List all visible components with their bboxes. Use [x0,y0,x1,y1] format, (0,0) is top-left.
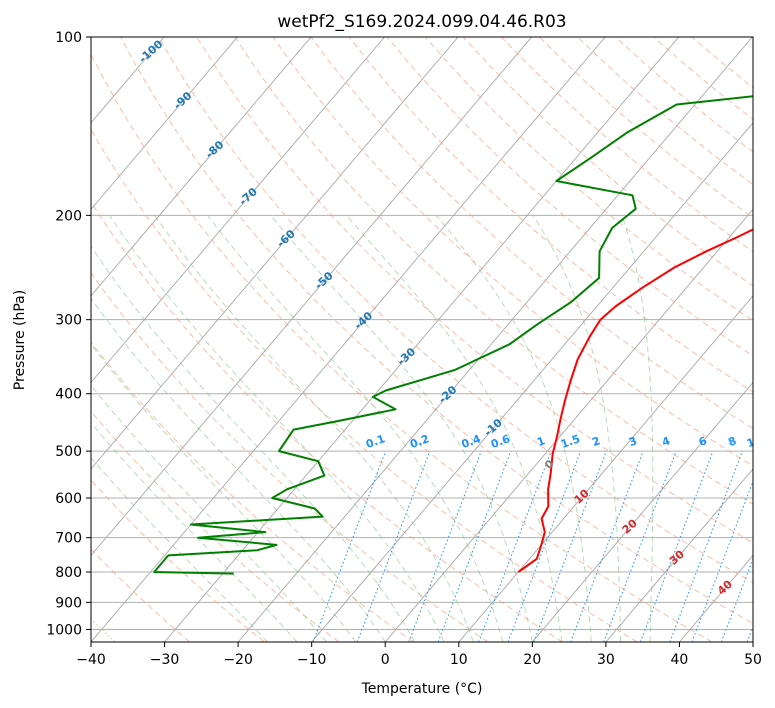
mixing-ratio-label: 1 [535,434,547,449]
mixing-ratio-line [570,450,644,642]
mixing-ratio-line [720,557,753,642]
dry-adiabat [310,37,753,430]
mixing-ratio-line [669,450,743,642]
isotherm-line [237,37,753,642]
dry-adiabat [91,52,713,642]
moist-adiabat [91,245,416,642]
y-tick-label: 500 [55,444,82,460]
y-tick-label: 900 [55,595,82,611]
isotherm-line [91,37,533,557]
isotherm-line [91,37,312,297]
x-tick-label: −30 [150,652,180,668]
isotherm-line [91,37,606,642]
y-tick-label: 1000 [46,622,82,638]
moist-adiabat [91,297,386,642]
isotherm-line [91,37,238,211]
plot-frame [90,36,754,643]
dry-adiabat [91,128,638,642]
x-axis-ticks: −40 −30 −20 −10 0 10 20 30 40 50 [76,642,762,668]
x-tick-label: 50 [744,652,762,668]
moist-adiabat [621,215,654,642]
x-tick-label: 10 [450,652,468,668]
moist-adiabat [91,457,268,642]
isotherm-line [384,208,753,642]
x-tick-label: −10 [297,652,327,668]
dry-adiabat [234,37,753,505]
isotherm-line [605,468,753,642]
y-tick-label: 800 [55,565,82,581]
isotherm-line [91,37,385,384]
moist-adiabat [207,215,504,642]
y-tick-label: 400 [55,387,82,403]
x-tick-label: 0 [381,652,390,668]
mixing-ratio-label: 0.1 [364,432,387,451]
y-tick-label: 200 [55,208,82,224]
mixing-ratio-label: 0.2 [408,432,431,451]
mixing-ratio-line [533,450,607,642]
mixing-ratio-label: 8 [726,434,738,449]
y-axis-label: Pressure (hPa) [12,290,28,390]
isotherm-line [164,37,680,642]
x-tick-label: 20 [523,652,541,668]
mixing-ratio-line [507,450,582,642]
mixing-ratio-label: 10 [745,433,764,451]
mixing-ratio-label: 2 [590,434,602,449]
isotherm-line [91,37,459,470]
y-tick-label: 600 [55,491,82,507]
moist-adiabat [154,215,474,642]
dry-adiabat [91,341,414,642]
moist-adiabat [91,384,327,642]
temperature-profile [517,228,753,573]
x-tick-label: 40 [671,652,689,668]
y-tick-label: 100 [55,30,82,46]
mixing-ratio-line [408,450,482,642]
dry-adiabat [120,37,753,624]
mixing-ratio-line [312,450,387,642]
moist-adiabat [109,215,445,642]
isotherm-line [311,122,753,642]
mixing-ratio-label: 1.5 [559,432,582,451]
dry-adiabat [91,479,265,642]
moist-adiabat [532,215,622,642]
mixing-ratio-line [478,450,552,642]
mixing-ratio-line [356,450,431,642]
dry-adiabat [272,37,753,467]
mixing-ratio-label: 0.4 [460,432,483,451]
isotherm-line [531,381,753,642]
x-axis-label: Temperature (°C) [361,681,483,697]
moist-adiabat [435,215,592,642]
x-tick-label: −20 [223,652,253,668]
y-axis-ticks: 100 200 300 400 500 600 700 800 900 1000 [46,30,91,638]
mixing-ratio-line [437,450,512,642]
mixing-ratio-label: 3 [627,434,639,449]
moist-adiabat [91,422,298,642]
series-layer [153,95,753,575]
y-tick-label: 700 [55,531,82,547]
mixing-ratio-label: 4 [660,434,672,449]
mixing-ratio-label: 6 [697,434,709,449]
dry-adiabat [158,37,753,584]
mixing-ratio-line [691,479,753,642]
x-tick-label: 30 [597,652,615,668]
x-tick-label: −40 [76,652,106,668]
moist-adiabat [270,215,533,642]
y-tick-label: 300 [55,313,82,329]
isotherm-line [458,295,753,642]
dry-adiabat [196,37,753,544]
dry-adiabat [91,548,190,642]
mixing-ratio-line [603,450,677,642]
mixing-ratio-label: 0.6 [489,432,512,451]
dry-adiabat [91,201,563,642]
mixing-ratio-line [639,450,714,642]
chart-title: wetPf2_S169.2024.099.04.46.R03 [277,12,566,32]
dewpoint-profile [153,95,753,575]
dry-adiabat [91,272,489,642]
